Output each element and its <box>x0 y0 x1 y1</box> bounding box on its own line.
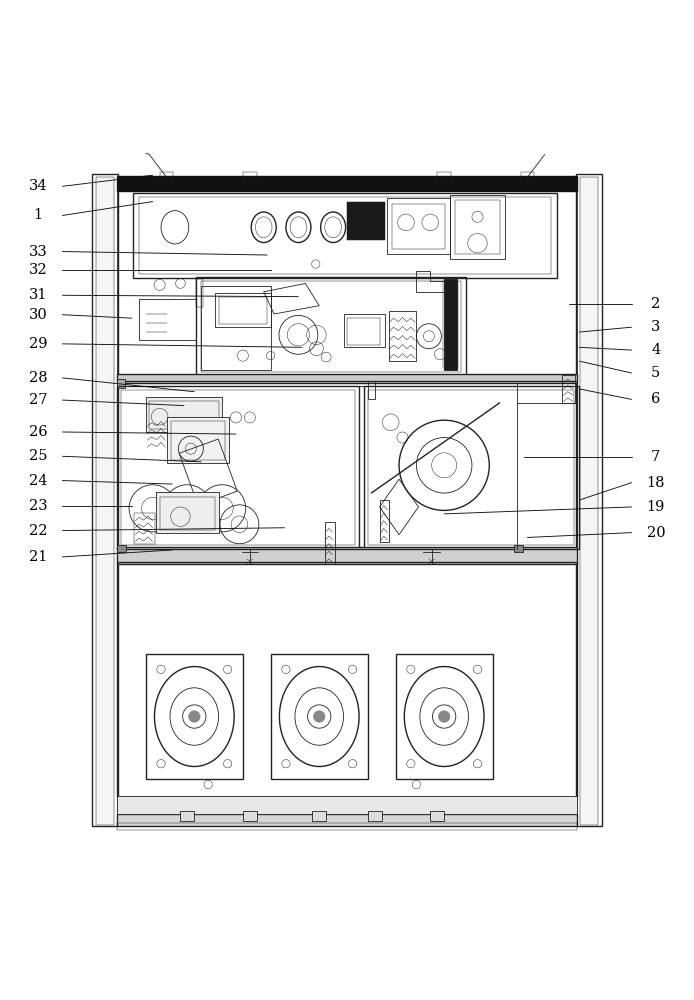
Bar <box>139 299 196 340</box>
Bar <box>380 500 389 542</box>
Bar <box>562 375 575 403</box>
Bar <box>312 811 326 821</box>
Bar <box>134 513 155 544</box>
Bar <box>160 172 174 181</box>
Text: 25: 25 <box>29 449 47 463</box>
Text: 24: 24 <box>29 474 47 488</box>
Bar <box>455 200 500 254</box>
Bar <box>344 314 385 347</box>
Bar <box>396 654 493 779</box>
Bar <box>146 397 222 432</box>
Bar <box>117 379 125 388</box>
Text: 26: 26 <box>29 425 47 439</box>
Bar <box>196 279 203 307</box>
Text: 7: 7 <box>651 450 661 464</box>
Bar <box>387 198 450 254</box>
Text: 23: 23 <box>29 499 47 513</box>
Text: 30: 30 <box>28 308 48 322</box>
Text: 22: 22 <box>29 524 47 538</box>
Text: 3: 3 <box>651 320 661 334</box>
Bar <box>117 547 577 564</box>
Bar <box>514 545 523 552</box>
Text: 5: 5 <box>651 366 661 380</box>
Text: 20: 20 <box>647 526 665 540</box>
Bar <box>444 279 457 370</box>
Bar <box>243 811 257 821</box>
Text: 4: 4 <box>651 343 661 357</box>
Bar <box>368 811 382 821</box>
Text: 1: 1 <box>33 208 43 222</box>
Bar <box>171 421 225 460</box>
Bar <box>389 311 416 361</box>
Text: 33: 33 <box>28 245 48 259</box>
Bar <box>580 177 598 825</box>
Circle shape <box>314 711 325 722</box>
Bar <box>149 401 219 429</box>
Bar <box>117 545 126 552</box>
Bar <box>92 174 118 826</box>
Circle shape <box>189 711 200 722</box>
Bar <box>146 654 243 779</box>
Bar <box>117 176 577 191</box>
Bar <box>219 297 267 324</box>
Text: 21: 21 <box>29 550 47 564</box>
Bar <box>430 811 444 821</box>
Bar <box>443 281 458 368</box>
Bar <box>160 497 215 530</box>
Bar <box>347 318 380 345</box>
Bar <box>139 197 551 274</box>
Bar <box>133 193 557 278</box>
Bar <box>117 796 577 814</box>
Text: 2: 2 <box>651 297 661 311</box>
Bar <box>364 386 579 549</box>
Bar <box>450 195 505 259</box>
Bar <box>215 293 271 326</box>
Text: 6: 6 <box>651 392 661 406</box>
Bar <box>156 492 219 533</box>
Bar <box>520 172 534 181</box>
Bar <box>201 281 461 372</box>
Bar <box>576 174 602 826</box>
Bar <box>117 562 577 797</box>
Bar <box>196 277 466 375</box>
Bar <box>392 204 445 249</box>
Bar <box>96 177 114 825</box>
Text: 27: 27 <box>29 393 47 407</box>
Text: 31: 31 <box>29 288 47 302</box>
Text: 18: 18 <box>647 476 665 490</box>
Bar <box>180 811 194 821</box>
Bar <box>368 390 574 545</box>
Bar <box>117 374 577 383</box>
Bar <box>325 522 335 564</box>
Bar <box>368 381 375 399</box>
Bar <box>243 172 257 181</box>
Bar <box>517 383 577 403</box>
Bar <box>201 286 271 370</box>
Bar <box>359 386 364 547</box>
Text: 19: 19 <box>647 500 665 514</box>
Text: 32: 32 <box>29 263 47 277</box>
Bar <box>117 823 577 830</box>
Bar <box>167 417 229 463</box>
Bar <box>271 654 368 779</box>
Bar <box>347 202 385 240</box>
Text: 29: 29 <box>29 337 47 351</box>
Bar <box>121 390 355 545</box>
Text: 28: 28 <box>29 371 47 385</box>
Text: 34: 34 <box>29 179 47 193</box>
Bar <box>437 172 451 181</box>
Circle shape <box>439 711 450 722</box>
Bar <box>117 814 577 826</box>
Bar <box>117 386 359 549</box>
